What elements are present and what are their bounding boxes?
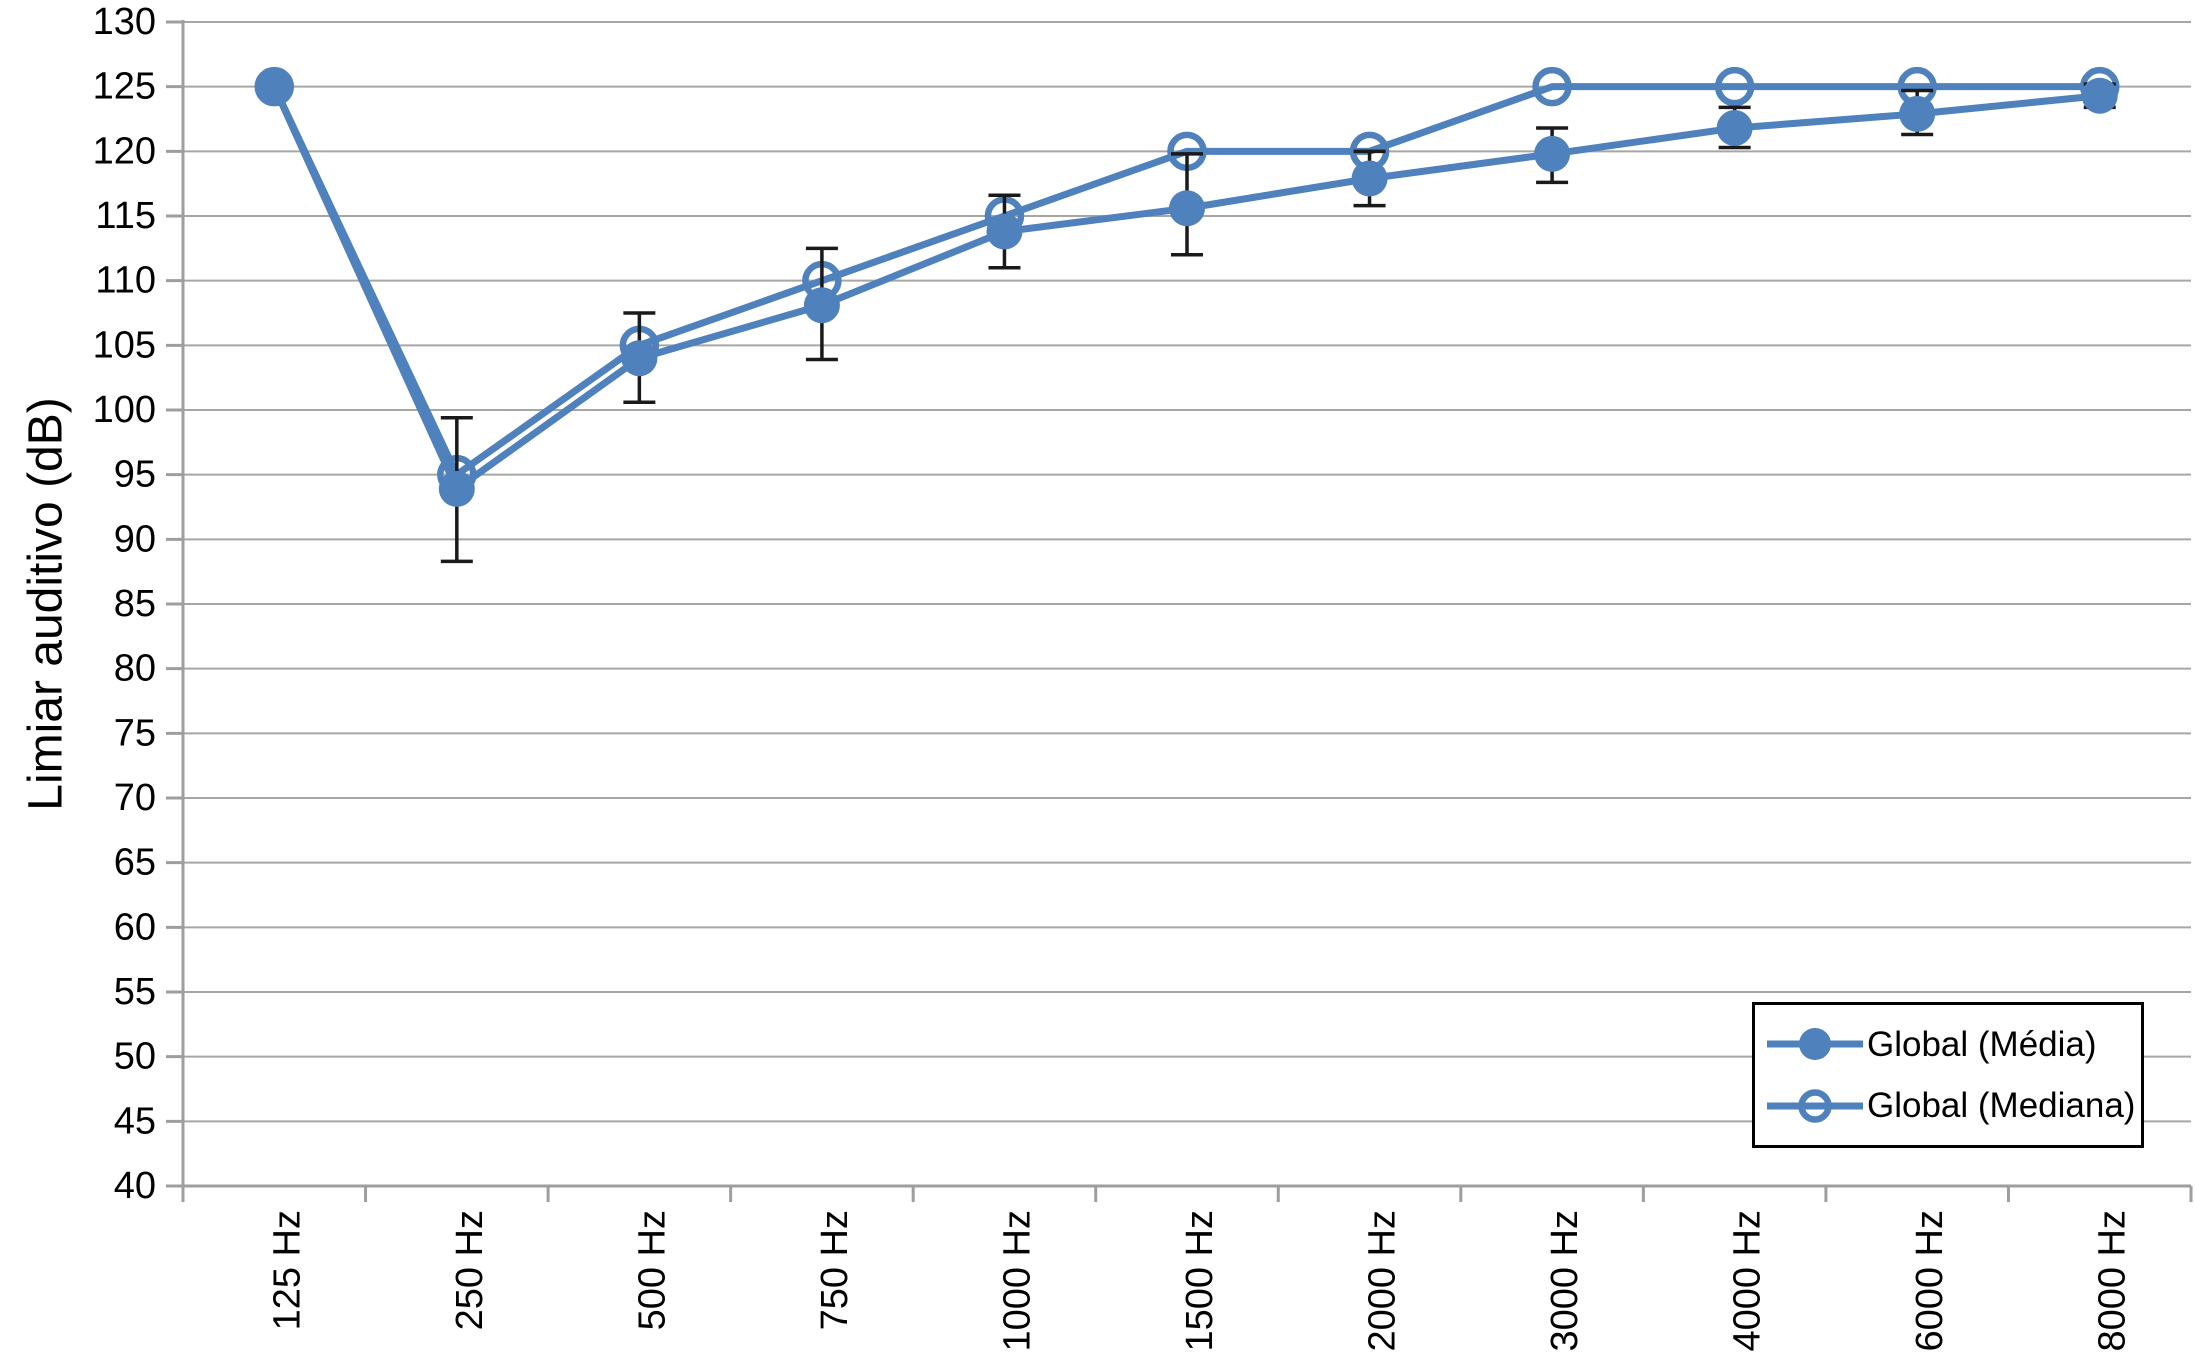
legend-item-mediana: Global (Mediana)	[1765, 1084, 2141, 1128]
x-tick-label: 1500 Hz	[1179, 1210, 1221, 1352]
y-tick-label: 100	[93, 389, 156, 431]
y-tick-label: 85	[114, 583, 156, 625]
series-global-mediana	[254, 66, 2120, 495]
legend-item-media: Global (Média)	[1765, 1022, 2141, 1066]
y-tick-label: 70	[114, 777, 156, 819]
open-circle-marker-icon	[1767, 1088, 1863, 1123]
y-tick-label: 125	[93, 66, 156, 108]
x-tick-label: 4000 Hz	[1727, 1210, 1769, 1352]
series-global-media	[256, 68, 2118, 507]
filled-circle-marker	[986, 213, 1023, 250]
filled-circle-marker	[803, 287, 840, 324]
y-tick-label: 95	[114, 454, 156, 496]
x-tick-label: 3000 Hz	[1544, 1210, 1586, 1352]
y-tick-label: 45	[114, 1100, 156, 1142]
filled-circle-marker	[1899, 95, 1936, 132]
x-tick-label: 8000 Hz	[2092, 1210, 2134, 1352]
y-tick-label: 130	[93, 1, 156, 43]
open-circle-marker	[1532, 66, 1572, 107]
y-tick-label: 75	[114, 712, 156, 754]
x-tick-label: 250 Hz	[449, 1210, 491, 1330]
open-circle-marker	[1714, 66, 1755, 107]
legend: Global (Média) Global (Mediana)	[1752, 1002, 2144, 1148]
filled-circle-marker	[1169, 190, 1205, 227]
error-bars	[440, 82, 2116, 564]
y-tick-label: 115	[95, 195, 156, 237]
filled-circle-marker-icon	[1767, 1028, 1863, 1061]
x-tick-label: 750 Hz	[814, 1210, 856, 1330]
y-axis-title: Limiar auditivo (dB)	[20, 397, 73, 810]
filled-circle-marker	[1351, 160, 1388, 197]
x-tick-label: 1000 Hz	[996, 1210, 1038, 1352]
y-tick-label: 60	[114, 906, 156, 948]
x-tick-label: 6000 Hz	[1909, 1210, 1951, 1352]
y-tick-label: 55	[114, 971, 156, 1013]
filled-circle-marker	[256, 68, 293, 105]
y-tick-label: 65	[114, 842, 156, 884]
filled-circle-marker	[621, 340, 658, 377]
y-tick-label: 105	[93, 324, 156, 366]
filled-circle-marker	[438, 470, 475, 507]
y-tick-label: 90	[114, 518, 156, 560]
x-tick-label: 125 Hz	[266, 1210, 308, 1330]
y-tick-label: 50	[114, 1036, 156, 1078]
y-tick-label: 110	[95, 260, 156, 302]
axis-lines	[166, 20, 2191, 1202]
y-tick-label: 80	[114, 648, 156, 690]
y-tick-label: 40	[114, 1165, 156, 1207]
filled-circle-marker	[2081, 77, 2118, 114]
line-global-media	[271, 85, 2101, 493]
y-tick-label: 120	[93, 130, 156, 172]
filled-circle-marker	[1534, 135, 1571, 172]
legend-label-mediana: Global (Mediana)	[1867, 1086, 2136, 1126]
x-tick-label: 2000 Hz	[1362, 1210, 1404, 1352]
x-axis-tick-labels: 125 Hz 250 Hz 500 Hz 750 Hz 1000 Hz 1500 Hz 20…	[266, 1210, 2133, 1352]
line-global-mediana	[271, 83, 2100, 479]
legend-label-media: Global (Média)	[1867, 1024, 2097, 1064]
filled-circle-marker	[1716, 110, 1753, 147]
x-tick-label: 500 Hz	[631, 1210, 673, 1330]
y-axis-tick-labels: 130 125 120 115 110 105 100 95 90 85 80 75 70 65 60 55 5…	[93, 1, 156, 1207]
